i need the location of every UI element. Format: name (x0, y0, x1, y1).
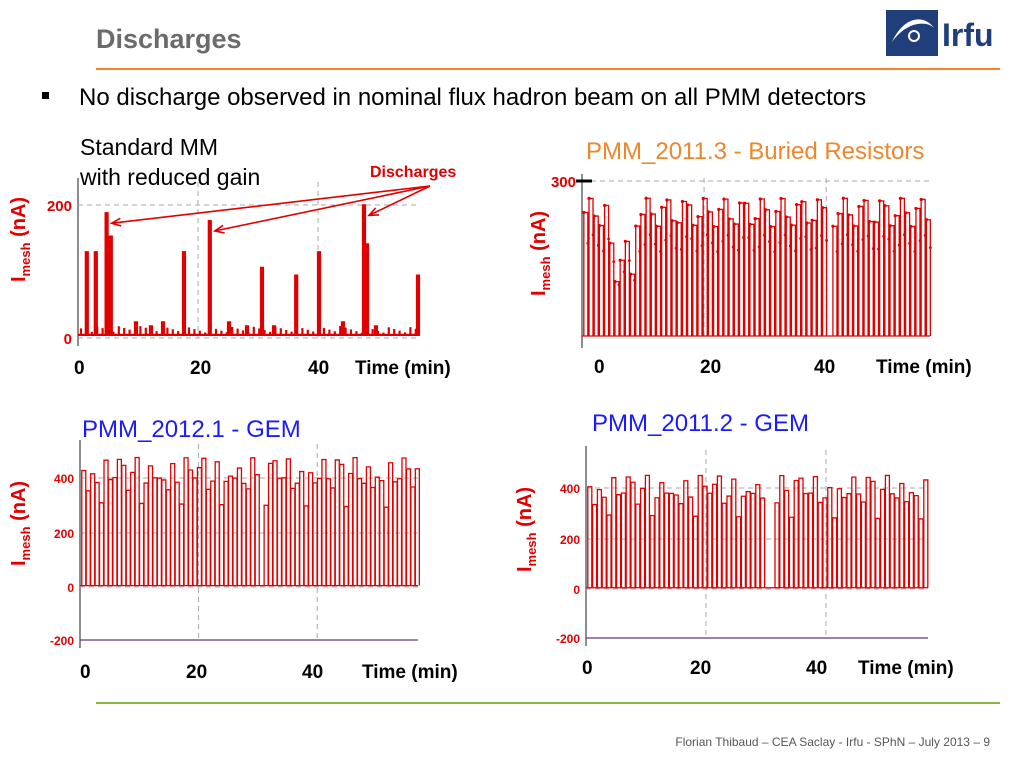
discharge-arrow (111, 185, 431, 224)
ylabel-main: I (8, 560, 30, 566)
footer-rule (96, 702, 1000, 704)
std-x-tick-0: 0 (74, 358, 85, 379)
gem1-x-tick-0: 0 (80, 662, 91, 683)
std-title-line1: Standard MM (80, 134, 219, 160)
discharge-arrowhead (367, 207, 380, 217)
ylabel-main: I (8, 276, 30, 282)
discharge-arrowhead (109, 217, 122, 227)
ylabel-sub: mesh (538, 256, 553, 291)
buried-x-tick-20: 20 (700, 357, 722, 378)
gem2-x-axis-label: Time (min) (858, 658, 954, 679)
buried-y-axis-label: Imesh (nA) (528, 211, 553, 296)
gem1-x-axis-label: Time (min) (362, 662, 458, 683)
std-panel-title: Standard MM with reduced gain (80, 132, 260, 192)
buried-x-tick-0: 0 (594, 357, 605, 378)
gem2-y-tick-label: 200 (560, 533, 580, 547)
std-y-tick-label: 0 (64, 331, 72, 348)
ylabel-sub: mesh (18, 526, 33, 561)
bullet-square-icon (42, 92, 49, 100)
ylabel-unit: (nA) (528, 210, 550, 257)
gem2-y-axis-label: Imesh (nA) (514, 487, 539, 572)
gem2-x-tick-0: 0 (582, 658, 593, 679)
gem2-x-tick-20: 20 (690, 658, 712, 679)
gem2-y-tick-label: 400 (560, 482, 580, 496)
gem2-current-trace (586, 474, 929, 589)
std-y-axis-label: Imesh (nA) (8, 197, 33, 282)
gem1-current-trace (80, 456, 420, 587)
bullet-text: No discharge observed in nominal flux ha… (79, 84, 867, 111)
title-rule (96, 68, 1000, 70)
gem2-x-tick-40: 40 (806, 658, 828, 679)
discharges-annotation: Discharges (370, 164, 457, 181)
gem1-y-axis-label: Imesh (nA) (8, 481, 33, 566)
std-x-tick-20: 20 (190, 358, 212, 379)
ylabel-unit: (nA) (8, 480, 30, 527)
slide-title: Discharges (96, 24, 242, 54)
gem1-y-tick-label: 400 (54, 472, 74, 486)
buried-current-trace (582, 197, 931, 337)
std-x-tick-40: 40 (308, 358, 330, 379)
buried-panel-title: PMM_2011.3 - Buried Resistors (586, 138, 925, 165)
gem1-x-tick-20: 20 (186, 662, 208, 683)
gem2-y-tick-label: 0 (573, 583, 580, 597)
std-x-axis-label: Time (min) (355, 358, 451, 379)
ylabel-unit: (nA) (8, 196, 30, 243)
gem1-y-tick-label: -200 (50, 634, 74, 648)
gem1-x-tick-40: 40 (302, 662, 324, 683)
buried-x-axis-label: Time (min) (876, 357, 972, 378)
gem1-y-tick-label: 0 (67, 581, 74, 595)
buried-y-tick-label: 300 (551, 174, 576, 191)
discharge-arrowhead (212, 224, 225, 234)
ylabel-sub: mesh (524, 532, 539, 567)
gem1-y-tick-label: 200 (54, 527, 74, 541)
ylabel-main: I (514, 566, 536, 572)
std-y-tick-label: 200 (47, 198, 72, 215)
ylabel-main: I (528, 290, 550, 296)
gem2-y-tick-label: -200 (556, 632, 580, 646)
discharge-arrow (214, 185, 431, 232)
buried-x-tick-40: 40 (814, 357, 836, 378)
gem1-panel-title: PMM_2012.1 - GEM (82, 416, 301, 443)
footer-text: Florian Thibaud – CEA Saclay - Irfu - SP… (675, 735, 990, 749)
bullet-item: No discharge observed in nominal flux ha… (42, 84, 866, 112)
ylabel-sub: mesh (18, 242, 33, 277)
std-title-line2: with reduced gain (80, 164, 261, 190)
std-current-trace (78, 204, 421, 336)
irfu-logo: Irfu (886, 10, 994, 56)
ylabel-unit: (nA) (514, 486, 536, 533)
gem2-panel-title: PMM_2011.2 - GEM (592, 410, 809, 437)
logo-text: Irfu (942, 17, 994, 53)
discharge-arrow (368, 185, 431, 217)
